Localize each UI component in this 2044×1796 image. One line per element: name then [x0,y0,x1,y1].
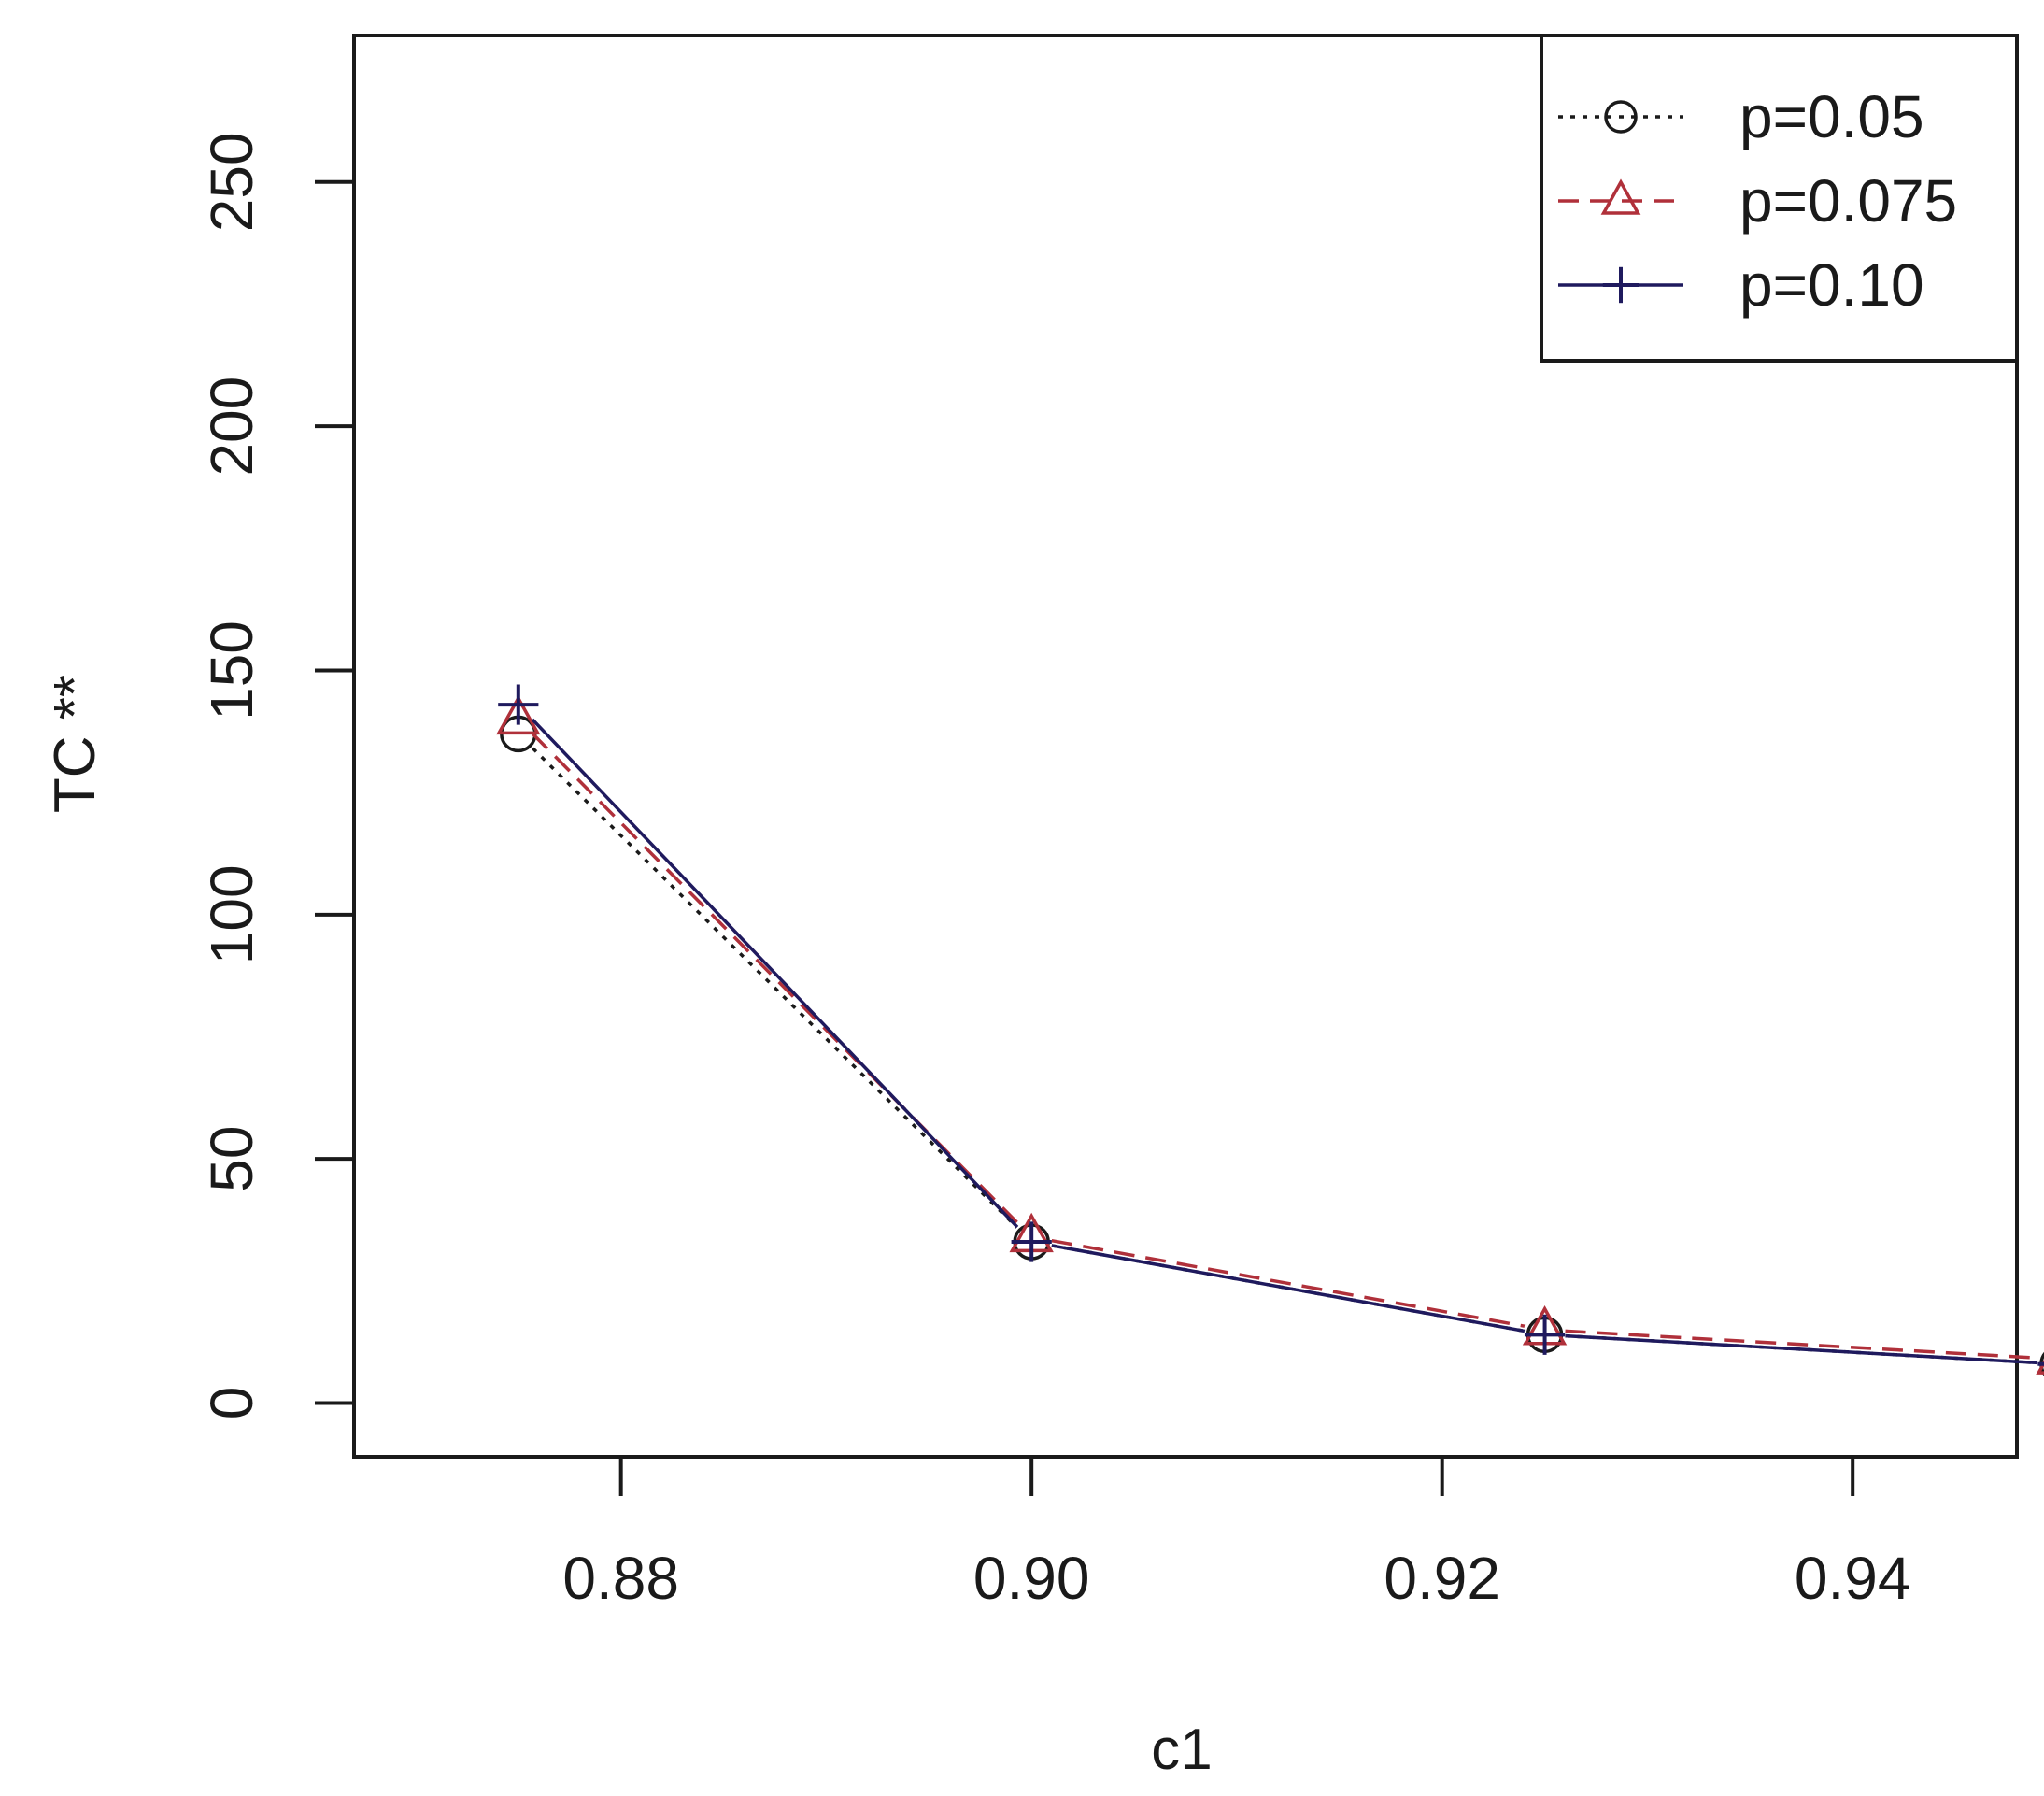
series-segment [1565,1333,2038,1365]
series-segment [1565,1329,2038,1360]
x-tick-label: 0.94 [1795,1545,1911,1612]
x-tick-label: 0.90 [973,1545,1090,1612]
x-tick-label: 0.92 [1384,1545,1500,1612]
legend-item: p=0.075 [1558,167,1957,235]
legend-item: p=0.05 [1558,83,1924,150]
series-segment [1051,1244,1526,1333]
y-tick-label: 150 [198,620,265,720]
point-marker-triangle [1600,178,1641,215]
point-marker-triangle [496,694,541,735]
point-marker-plus [1011,1221,1052,1262]
legend: p=0.05 p=0.075 p=0.10 [1540,34,2019,363]
y-tick-label: 50 [198,1126,265,1192]
point-marker-plus [498,684,539,725]
axes: 0.88 0.90 0.92 0.94 0 50 100 150 200 250 [198,132,1910,1612]
series-segment [532,747,1018,1229]
y-tick-label: 100 [198,864,265,964]
series-segment [531,718,1019,1229]
x-tick-label: 0.88 [562,1545,679,1612]
legend-label: p=0.05 [1739,83,1924,150]
point-marker-plus [1524,1314,1566,1355]
legend-label: p=0.075 [1739,167,1957,235]
series-plus [498,684,2044,1366]
series-group [496,684,2044,1376]
legend-box [1540,34,2019,363]
y-tick-label: 0 [198,1387,265,1420]
y-tick-label: 250 [198,132,265,232]
y-tick-label: 200 [198,377,265,477]
x-axis-title: c1 [1151,1718,1212,1782]
y-axis-title: TC ** [43,675,107,813]
legend-label: p=0.10 [1739,251,1924,319]
legend-item: p=0.10 [1558,251,1924,319]
series-segment [1051,1238,1526,1328]
plot-frame [352,34,2019,1459]
point-marker-circle [1604,100,1638,134]
point-marker-plus [1602,266,1639,304]
